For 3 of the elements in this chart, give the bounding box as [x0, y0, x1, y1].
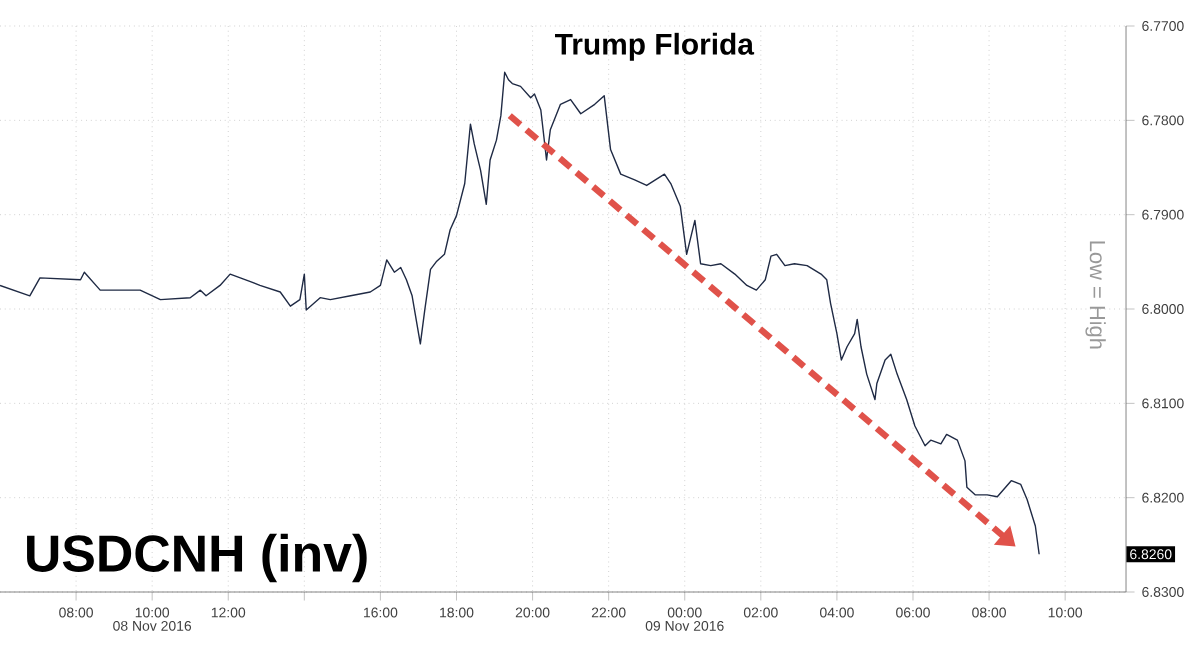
- annotation: Trump Florida: [555, 32, 755, 61]
- text: USDCNH (inv): [27, 533, 367, 583]
- annotation: Low = High: [1085, 241, 1106, 349]
